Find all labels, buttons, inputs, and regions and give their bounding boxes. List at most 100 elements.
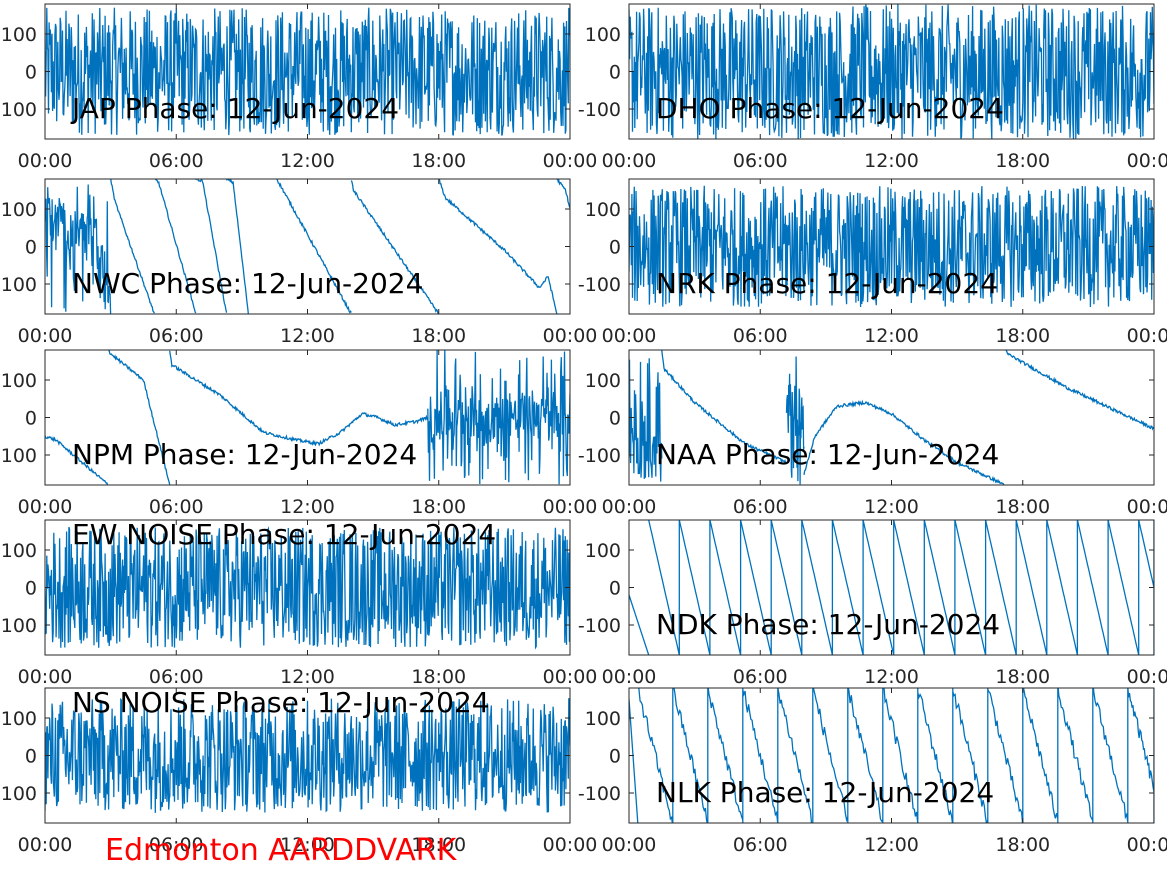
x-tick-label: 00:00 bbox=[602, 325, 657, 347]
x-tick-label: 00:00 bbox=[543, 834, 598, 856]
subplot-1: 100 0 -100 00:00 06:00 12:00 18:00 00:00 JAP Pha… bbox=[0, 3, 598, 172]
x-tick-label: 06:00 bbox=[149, 150, 204, 172]
subplot-title: NAA Phase: 12-Jun-2024 bbox=[656, 438, 999, 471]
phase-series-line bbox=[629, 4, 1154, 139]
subplot-title: NS NOISE Phase: 12-Jun-2024 bbox=[72, 686, 490, 719]
subplot-title: NDK Phase: 12-Jun-2024 bbox=[656, 608, 1000, 641]
subplot-title: NRK Phase: 12-Jun-2024 bbox=[656, 267, 998, 300]
x-tick-label: 00:00 bbox=[1127, 666, 1167, 688]
x-tick-label: 12:00 bbox=[864, 150, 919, 172]
x-tick-label: 18:00 bbox=[411, 496, 466, 518]
subplot-2: 100 0 -100 00:00 06:00 12:00 18:00 00:00 DHO Pha… bbox=[578, 3, 1167, 172]
y-tick-label: 0 bbox=[25, 746, 37, 768]
y-tick-label: 100 bbox=[585, 370, 621, 392]
phase-series-line bbox=[45, 526, 570, 650]
x-tick-label: 00:00 bbox=[602, 666, 657, 688]
subplot-title: NWC Phase: 12-Jun-2024 bbox=[72, 267, 423, 300]
subplot-9: 100 0 -100 00:00 06:00 12:00 18:00 00:00 NS NOIS… bbox=[0, 686, 597, 856]
x-tick-label: 18:00 bbox=[411, 150, 466, 172]
y-tick-label: 0 bbox=[25, 408, 37, 430]
x-tick-label: 00:00 bbox=[18, 325, 73, 347]
x-tick-label: 06:00 bbox=[149, 834, 204, 856]
subplot-7: 100 0 -100 00:00 06:00 12:00 18:00 00:00 EW NOIS… bbox=[0, 518, 597, 688]
y-tick-label: 100 bbox=[1, 24, 37, 46]
phase-series-line bbox=[45, 697, 570, 813]
y-tick-label: -100 bbox=[578, 615, 621, 637]
x-tick-label: 12:00 bbox=[864, 325, 919, 347]
y-tick-label: -100 bbox=[0, 274, 37, 296]
subplot-title: EW NOISE Phase: 12-Jun-2024 bbox=[72, 518, 496, 551]
y-tick-label: 0 bbox=[25, 237, 37, 259]
x-tick-label: 18:00 bbox=[411, 325, 466, 347]
station-footer-label: Edmonton AARDDVARK bbox=[105, 833, 458, 868]
x-tick-label: 00:00 bbox=[543, 666, 598, 688]
x-tick-label: 00:00 bbox=[18, 150, 73, 172]
x-tick-label: 00:00 bbox=[1127, 150, 1167, 172]
phase-series-line bbox=[629, 350, 1154, 485]
x-tick-label: 12:00 bbox=[280, 496, 335, 518]
x-tick-label: 00:00 bbox=[18, 496, 73, 518]
y-tick-label: 100 bbox=[585, 199, 621, 221]
x-tick-label: 12:00 bbox=[280, 666, 335, 688]
subplot-title: NPM Phase: 12-Jun-2024 bbox=[72, 438, 417, 471]
x-tick-label: 12:00 bbox=[280, 150, 335, 172]
x-tick-label: 18:00 bbox=[995, 325, 1050, 347]
phase-series-line bbox=[45, 350, 570, 485]
x-tick-label: 06:00 bbox=[149, 666, 204, 688]
x-tick-label: 12:00 bbox=[280, 325, 335, 347]
x-tick-label: 06:00 bbox=[733, 150, 788, 172]
y-tick-label: 0 bbox=[609, 237, 621, 259]
y-tick-label: 0 bbox=[25, 578, 37, 600]
subplot-8: 100 0 -100 00:00 06:00 12:00 18:00 00:00 NDK Pha… bbox=[578, 519, 1167, 688]
x-tick-label: 06:00 bbox=[733, 496, 788, 518]
y-tick-label: -100 bbox=[578, 99, 621, 121]
x-tick-label: 18:00 bbox=[995, 666, 1050, 688]
x-tick-label: 12:00 bbox=[864, 496, 919, 518]
subplot-6: 100 0 -100 00:00 06:00 12:00 18:00 00:00 NAA Pha… bbox=[578, 349, 1167, 518]
subplot-3: 100 0 -100 00:00 06:00 12:00 18:00 00:00 NWC Pha… bbox=[0, 178, 597, 347]
x-tick-label: 00:00 bbox=[543, 150, 598, 172]
x-tick-label: 18:00 bbox=[411, 834, 466, 856]
x-tick-label: 12:00 bbox=[864, 834, 919, 856]
y-tick-label: 0 bbox=[609, 578, 621, 600]
y-tick-label: -100 bbox=[0, 615, 37, 637]
subplot-4: 100 0 -100 00:00 06:00 12:00 18:00 00:00 NRK Pha… bbox=[578, 178, 1167, 347]
phase-series-line bbox=[45, 7, 570, 136]
x-tick-label: 06:00 bbox=[733, 666, 788, 688]
phase-series-line bbox=[629, 520, 1154, 655]
subplot-title: JAP Phase: 12-Jun-2024 bbox=[70, 92, 399, 125]
subplot-grid: 100 0 -100 00:00 06:00 12:00 18:00 00:00 JAP Pha… bbox=[0, 3, 1167, 856]
phase-series-line bbox=[629, 185, 1154, 308]
x-tick-label: 06:00 bbox=[149, 496, 204, 518]
y-tick-label: 100 bbox=[1, 370, 37, 392]
y-tick-label: -100 bbox=[0, 783, 37, 805]
subplot-title: NLK Phase: 12-Jun-2024 bbox=[656, 776, 994, 809]
y-tick-label: -100 bbox=[0, 99, 37, 121]
phase-series-line bbox=[629, 688, 1154, 823]
subplot-title: DHO Phase: 12-Jun-2024 bbox=[656, 92, 1004, 125]
y-tick-label: 0 bbox=[609, 62, 621, 84]
x-tick-label: 06:00 bbox=[733, 834, 788, 856]
x-tick-label: 00:00 bbox=[1127, 325, 1167, 347]
x-tick-label: 18:00 bbox=[995, 834, 1050, 856]
x-tick-label: 18:00 bbox=[411, 666, 466, 688]
y-tick-label: 100 bbox=[585, 24, 621, 46]
x-tick-label: 00:00 bbox=[602, 496, 657, 518]
phase-series-line bbox=[45, 179, 570, 314]
y-tick-label: 100 bbox=[1, 199, 37, 221]
y-tick-label: 100 bbox=[585, 708, 621, 730]
y-tick-label: 100 bbox=[585, 540, 621, 562]
x-tick-label: 00:00 bbox=[18, 666, 73, 688]
x-tick-label: 12:00 bbox=[280, 834, 335, 856]
x-tick-label: 12:00 bbox=[864, 666, 919, 688]
x-tick-label: 00:00 bbox=[1127, 834, 1167, 856]
x-tick-label: 06:00 bbox=[733, 325, 788, 347]
y-tick-label: -100 bbox=[0, 445, 37, 467]
y-tick-label: 0 bbox=[609, 746, 621, 768]
x-tick-label: 00:00 bbox=[18, 834, 73, 856]
x-tick-label: 06:00 bbox=[149, 325, 204, 347]
x-tick-label: 18:00 bbox=[995, 150, 1050, 172]
subplot-5: 100 0 -100 00:00 06:00 12:00 18:00 00:00 NPM Pha… bbox=[0, 349, 597, 518]
y-tick-label: -100 bbox=[578, 445, 621, 467]
